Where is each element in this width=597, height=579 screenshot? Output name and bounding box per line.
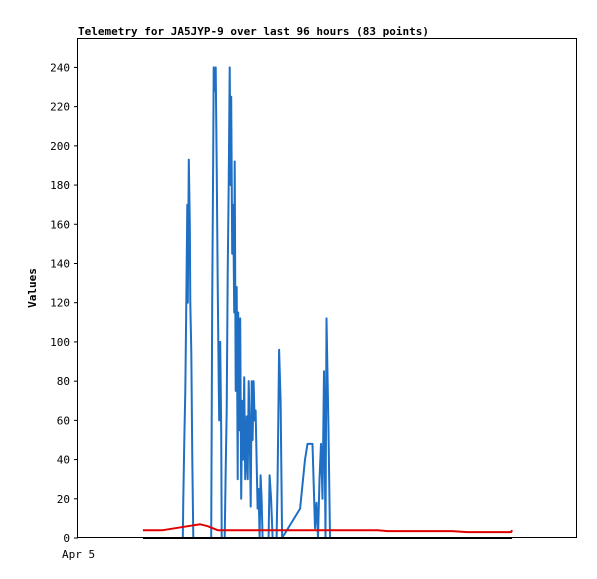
y-tick-label: 20: [57, 493, 70, 506]
y-tick-label: 160: [50, 218, 70, 231]
y-tick-label: 240: [50, 61, 70, 74]
y-tick-label: 200: [50, 140, 70, 153]
y-tick-label: 180: [50, 179, 70, 192]
y-tick-label: 60: [57, 414, 70, 427]
x-axis: Apr 5: [62, 548, 95, 561]
y-axis: 0 20 40 60 80 100 120 140 160 180 200 220 240: [50, 61, 78, 545]
y-tick-label: 140: [50, 257, 70, 270]
series-layer: [142, 66, 513, 539]
series-line-1: [181, 66, 331, 539]
y-tick-label: 220: [50, 101, 70, 114]
y-axis-label: Values: [26, 268, 39, 308]
y-tick-label: 80: [57, 375, 70, 388]
series-line-2: [142, 523, 513, 534]
x-tick-label: Apr 5: [62, 548, 95, 561]
plot-frame: [77, 38, 577, 538]
y-tick-label: 100: [50, 336, 70, 349]
y-tick-label: 40: [57, 454, 70, 467]
y-tick-label: 0: [63, 532, 70, 545]
y-tick-label: 120: [50, 297, 70, 310]
chart-title: Telemetry for JA5JYP-9 over last 96 hour…: [78, 25, 429, 38]
